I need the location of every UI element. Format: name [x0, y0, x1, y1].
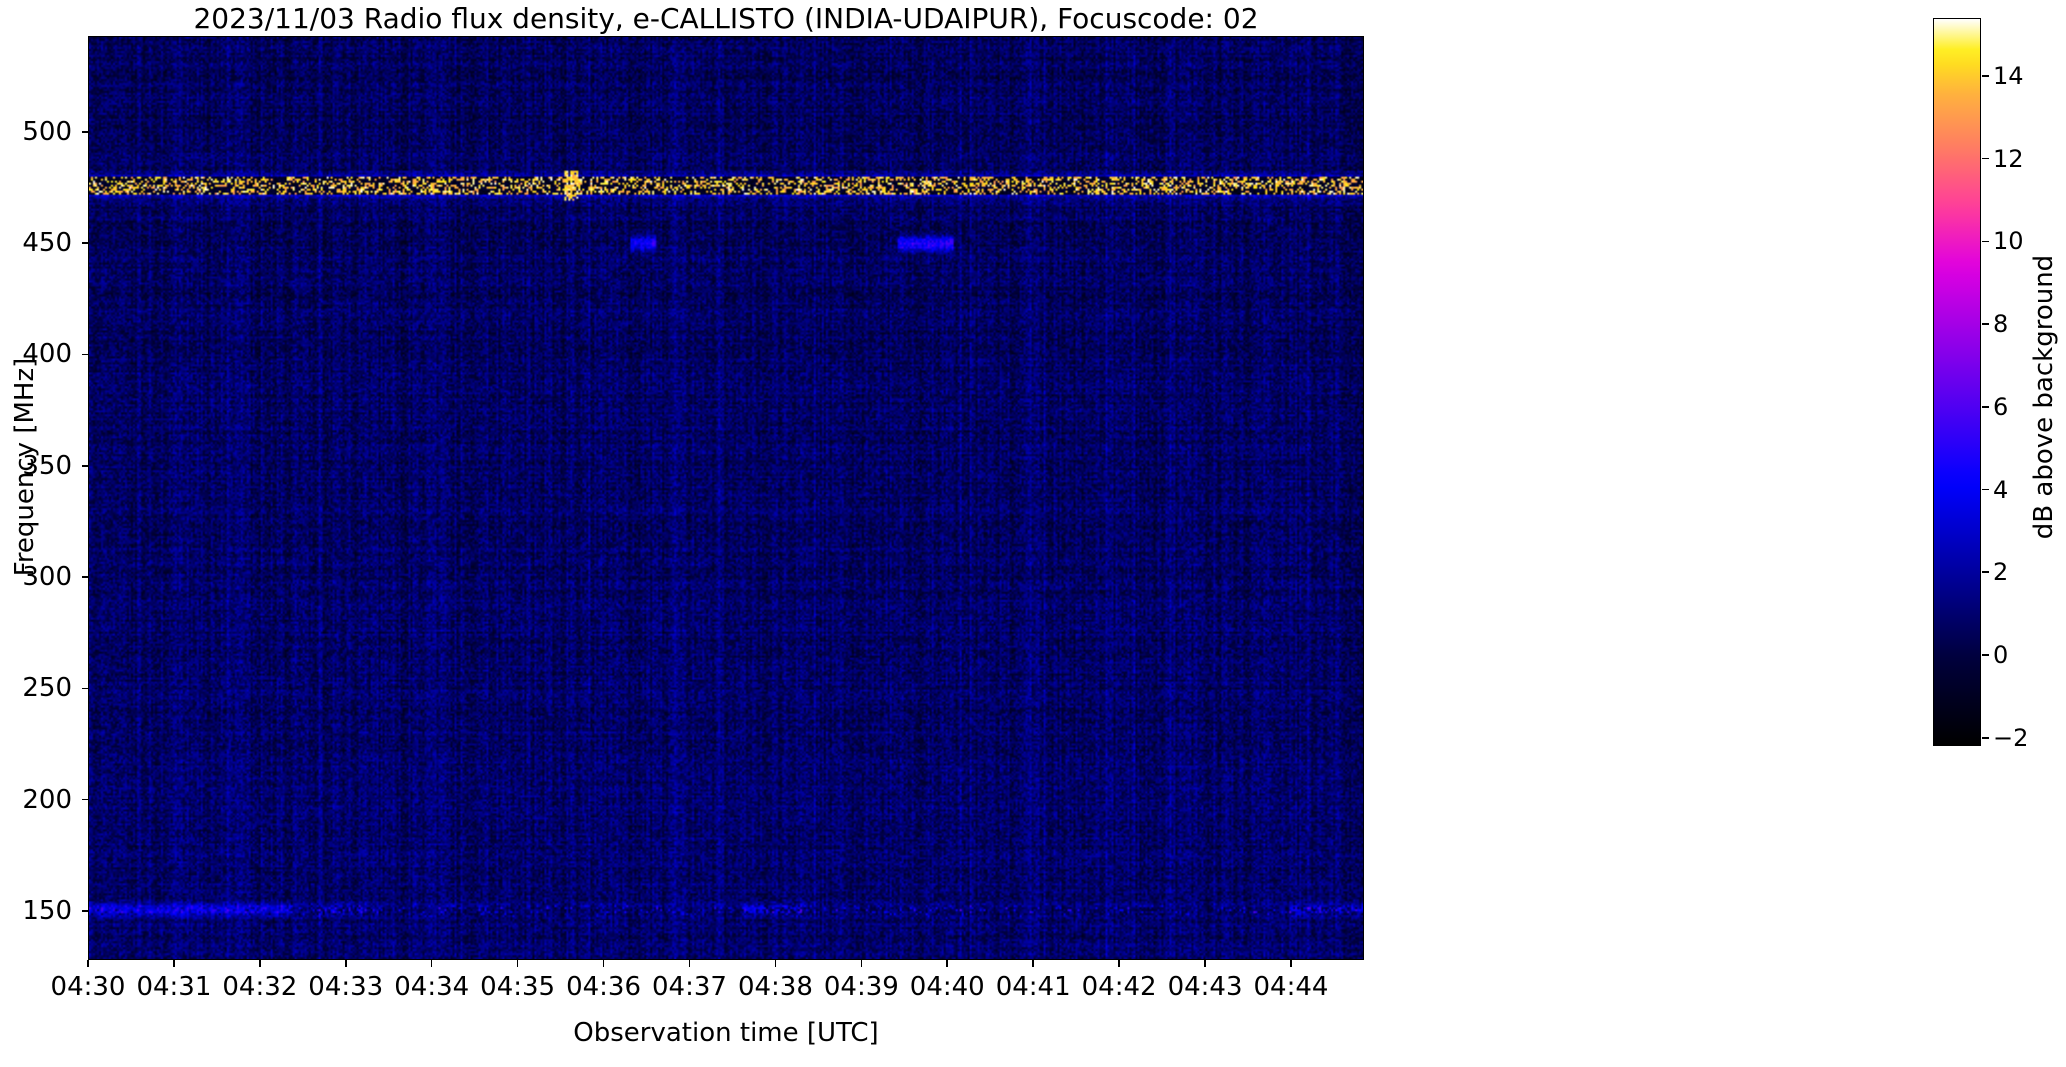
spectrogram-image — [89, 37, 1363, 959]
y-tick-mark — [82, 576, 89, 578]
x-tick-mark — [946, 960, 949, 967]
colorbar-tick-label: 8 — [1993, 310, 2009, 339]
colorbar-tick-mark — [1982, 406, 1989, 408]
x-tick-label: 04:32 — [222, 972, 298, 1002]
colorbar-tick-mark — [1982, 75, 1989, 77]
x-tick-mark — [774, 960, 777, 967]
y-tick-label: 400 — [22, 339, 72, 370]
x-axis-label: Observation time [UTC] — [573, 1018, 879, 1048]
colorbar-tick-mark — [1982, 571, 1989, 574]
colorbar-tick-label: 0 — [1993, 641, 2009, 669]
colorbar-tick-label: 2 — [1993, 558, 2009, 587]
x-tick-label: 04:38 — [737, 972, 813, 1002]
colorbar-gradient — [1934, 19, 1980, 745]
x-tick-mark — [344, 960, 347, 967]
x-tick-label: 04:37 — [652, 972, 727, 1002]
y-tick-mark — [82, 130, 89, 133]
x-tick-mark — [860, 960, 863, 967]
x-tick-mark — [1032, 960, 1034, 967]
y-tick-mark — [82, 353, 89, 356]
x-tick-label: 04:43 — [1167, 972, 1243, 1002]
colorbar-tick-label: 4 — [1993, 475, 2009, 504]
x-tick-label: 04:34 — [394, 972, 470, 1002]
colorbar-tick-label: 6 — [1993, 392, 2009, 421]
x-tick-mark — [1118, 960, 1120, 967]
y-tick-label: 250 — [22, 673, 72, 704]
x-tick-label: 04:33 — [308, 972, 384, 1002]
x-tick-mark — [87, 960, 89, 967]
y-tick-label: 350 — [22, 450, 72, 481]
y-tick-mark — [82, 910, 89, 912]
y-tick-label: 150 — [22, 896, 72, 927]
radio-spectrogram-plot[interactable] — [88, 36, 1364, 960]
colorbar-tick-mark — [1982, 654, 1989, 656]
x-tick-label: 04:35 — [480, 972, 556, 1002]
intensity-colorbar[interactable] — [1933, 18, 1981, 746]
x-tick-mark — [259, 960, 261, 967]
colorbar-label: dB above background — [2029, 254, 2059, 540]
y-tick-mark — [82, 798, 89, 801]
y-tick-label: 200 — [22, 784, 72, 815]
colorbar-tick-label: 12 — [1993, 144, 2024, 173]
x-tick-label: 04:41 — [995, 972, 1071, 1002]
y-tick-mark — [82, 464, 89, 467]
colorbar-tick-label: −2 — [1993, 723, 2029, 752]
x-tick-mark — [688, 960, 691, 967]
x-tick-mark — [173, 960, 175, 967]
colorbar-tick-mark — [1982, 157, 1989, 160]
y-tick-mark — [82, 687, 89, 690]
x-tick-label: 04:30 — [50, 972, 126, 1002]
x-tick-mark — [516, 960, 519, 967]
x-tick-label: 04:42 — [1081, 972, 1157, 1002]
y-tick-label: 300 — [22, 562, 72, 593]
colorbar-tick-label: 14 — [1993, 61, 2024, 90]
colorbar-tick-mark — [1982, 240, 1989, 243]
colorbar-tick-label: 10 — [1993, 227, 2024, 256]
x-tick-label: 04:36 — [566, 972, 642, 1002]
x-tick-label: 04:40 — [909, 972, 985, 1002]
y-tick-label: 450 — [22, 228, 72, 259]
x-tick-label: 04:39 — [823, 972, 899, 1002]
colorbar-tick-mark — [1982, 736, 1989, 739]
x-tick-label: 04:44 — [1253, 972, 1329, 1002]
page-title: 2023/11/03 Radio flux density, e-CALLIST… — [193, 2, 1259, 35]
y-tick-mark — [82, 242, 89, 244]
x-tick-mark — [602, 960, 605, 967]
x-tick-mark — [1204, 960, 1206, 967]
x-tick-label: 04:31 — [136, 972, 212, 1002]
colorbar-tick-mark — [1982, 488, 1989, 491]
x-tick-mark — [430, 960, 433, 967]
x-tick-mark — [1290, 960, 1292, 967]
colorbar-tick-mark — [1982, 323, 1989, 325]
y-tick-label: 500 — [22, 116, 72, 147]
